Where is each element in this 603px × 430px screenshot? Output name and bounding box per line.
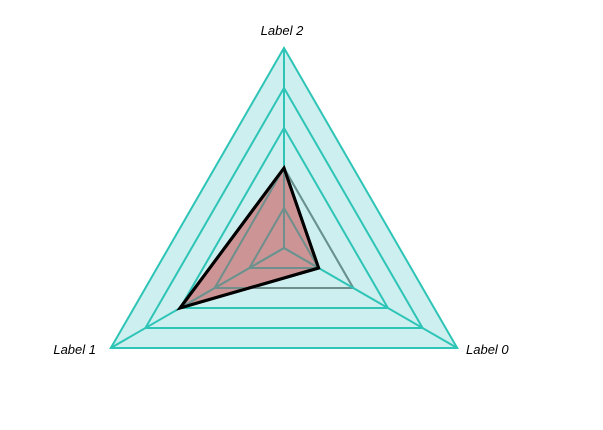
axis-label-2: Label 2: [261, 23, 304, 38]
axis-label-1: Label 1: [53, 342, 96, 357]
axis-label-0: Label 0: [466, 342, 509, 357]
